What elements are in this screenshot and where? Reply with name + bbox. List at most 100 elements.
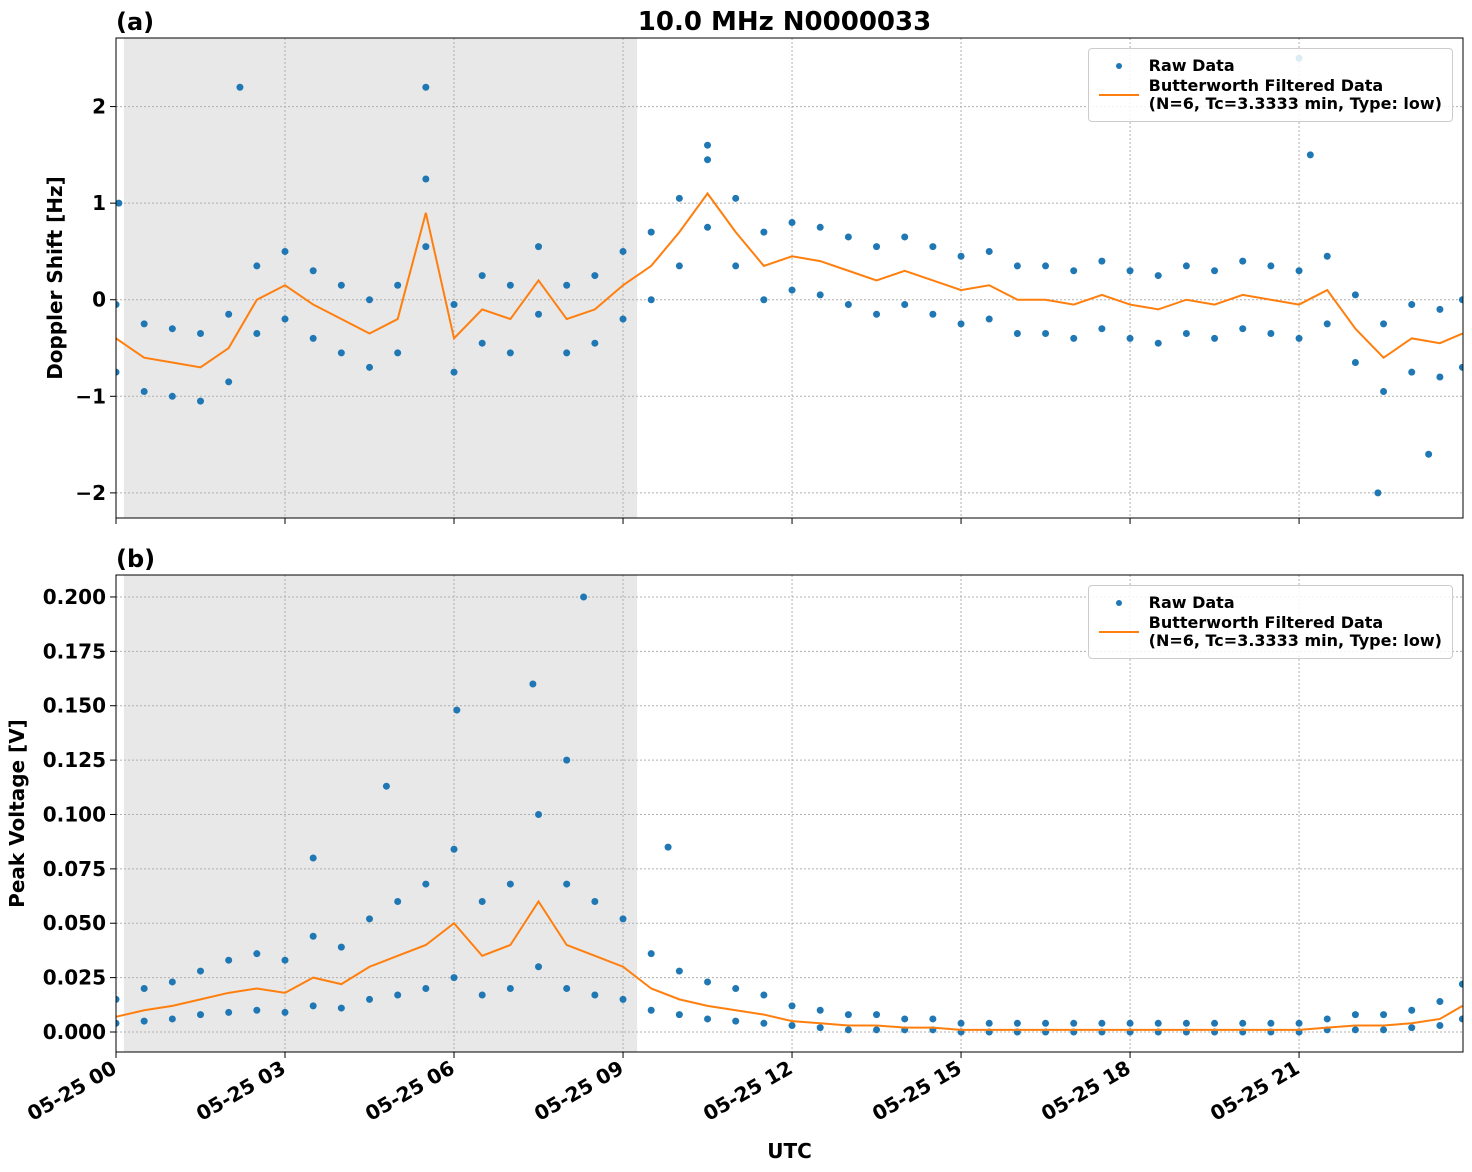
- raw-point: [675, 262, 683, 270]
- y-tick-label: 0.125: [43, 748, 106, 772]
- raw-point: [1351, 1011, 1359, 1019]
- y-tick-label: −1: [75, 384, 106, 408]
- shaded-region: [123, 575, 638, 1052]
- raw-point: [1042, 330, 1050, 338]
- raw-point: [1351, 359, 1359, 367]
- raw-point: [253, 950, 261, 958]
- raw-point: [704, 978, 712, 986]
- raw-point: [901, 301, 909, 309]
- raw-point: [816, 291, 824, 299]
- raw-point: [168, 1015, 176, 1023]
- raw-point: [675, 1011, 683, 1019]
- x-tick-label: 05-25 21: [1206, 1056, 1304, 1126]
- shaded-region: [123, 38, 638, 518]
- raw-point: [450, 301, 458, 309]
- raw-point: [140, 1017, 148, 1025]
- raw-point: [1351, 291, 1359, 299]
- raw-point: [116, 368, 120, 376]
- raw-point: [675, 194, 683, 202]
- raw-point: [225, 1008, 233, 1016]
- legend-symbol: [1099, 595, 1139, 611]
- raw-point: [168, 392, 176, 400]
- raw-point: [1182, 330, 1190, 338]
- raw-point: [985, 315, 993, 323]
- raw-point: [422, 880, 430, 888]
- raw-point: [366, 296, 374, 304]
- raw-point: [478, 272, 486, 280]
- raw-point: [760, 296, 768, 304]
- raw-point: [647, 296, 655, 304]
- raw-point: [591, 991, 599, 999]
- raw-point: [1380, 320, 1388, 328]
- raw-point: [1380, 1011, 1388, 1019]
- raw-point: [1323, 252, 1331, 260]
- raw-point: [140, 320, 148, 328]
- raw-point: [844, 1011, 852, 1019]
- raw-point: [1126, 267, 1134, 275]
- raw-point: [197, 330, 205, 338]
- raw-point: [366, 915, 374, 923]
- raw-point: [788, 1002, 796, 1010]
- raw-point: [1351, 1026, 1359, 1034]
- raw-point: [873, 1011, 881, 1019]
- raw-point: [422, 175, 430, 183]
- raw-point: [1436, 373, 1444, 381]
- raw-point: [382, 782, 390, 790]
- raw-point: [957, 1019, 965, 1027]
- y-tick-label: 0.000: [43, 1020, 106, 1044]
- raw-point: [1458, 296, 1463, 304]
- raw-point: [337, 281, 345, 289]
- raw-point: [535, 310, 543, 318]
- raw-point: [1182, 262, 1190, 270]
- legend-label: Raw Data: [1148, 593, 1235, 612]
- legend-label: Butterworth Filtered Data (N=6, Tc=3.333…: [1148, 613, 1442, 650]
- raw-point: [1239, 325, 1247, 333]
- raw-point: [647, 1006, 655, 1014]
- raw-point: [453, 706, 461, 714]
- raw-point: [563, 281, 571, 289]
- x-tick-label: 05-25 03: [192, 1056, 290, 1126]
- x-tick-label: 05-25 12: [699, 1056, 797, 1126]
- raw-point: [366, 995, 374, 1003]
- raw-point: [929, 243, 937, 251]
- y-tick-label: 2: [92, 95, 106, 119]
- legend: Raw Data Butterworth Filtered Data (N=6, …: [1087, 48, 1453, 122]
- raw-point: [901, 233, 909, 241]
- raw-point: [535, 963, 543, 971]
- legend-entry: Raw Data: [1099, 57, 1442, 75]
- raw-point: [140, 387, 148, 395]
- raw-point: [1267, 1019, 1275, 1027]
- y-tick-label: 0.175: [43, 639, 106, 663]
- raw-point: [873, 310, 881, 318]
- y-tick-label: 0: [92, 288, 106, 312]
- y-tick-label: −2: [75, 481, 106, 505]
- raw-point: [1408, 1006, 1416, 1014]
- raw-point: [337, 349, 345, 357]
- legend-entry: Butterworth Filtered Data (N=6, Tc=3.333…: [1098, 613, 1442, 650]
- raw-point: [704, 141, 712, 149]
- raw-point: [1098, 257, 1106, 265]
- raw-point: [1182, 1019, 1190, 1027]
- raw-point: [1295, 334, 1303, 342]
- raw-point: [732, 1017, 740, 1025]
- raw-point: [197, 397, 205, 405]
- raw-point: [704, 156, 712, 164]
- raw-point: [1458, 980, 1463, 988]
- raw-point: [225, 378, 233, 386]
- raw-point: [1013, 262, 1021, 270]
- raw-point: [1267, 262, 1275, 270]
- raw-point: [619, 995, 627, 1003]
- raw-point: [197, 967, 205, 975]
- raw-point: [844, 233, 852, 241]
- raw-point: [873, 243, 881, 251]
- plot-area: [116, 54, 1463, 497]
- raw-point: [422, 984, 430, 992]
- raw-point: [1458, 1015, 1463, 1023]
- raw-point: [1267, 330, 1275, 338]
- x-tick-label: 05-25 00: [23, 1056, 121, 1126]
- raw-point: [450, 845, 458, 853]
- raw-point: [873, 1026, 881, 1034]
- raw-point: [478, 991, 486, 999]
- raw-point: [1374, 489, 1382, 497]
